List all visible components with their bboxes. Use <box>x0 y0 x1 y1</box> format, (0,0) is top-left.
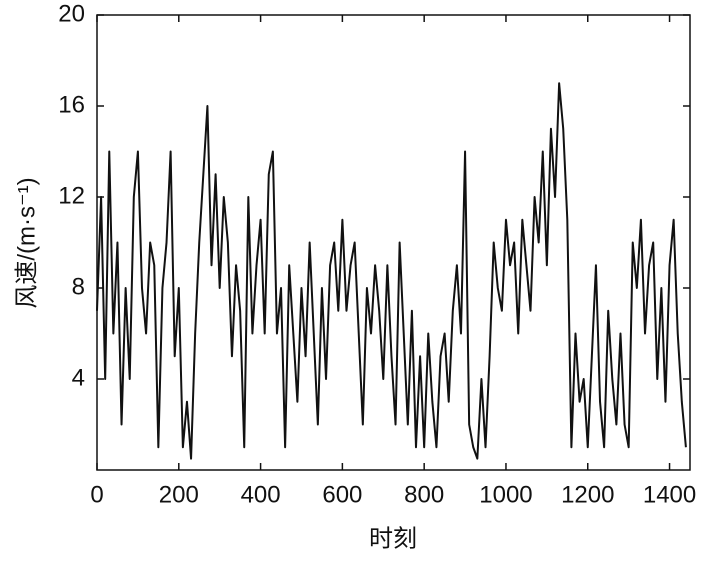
x-tick-label: 1400 <box>643 481 696 508</box>
x-axis-label: 时刻 <box>369 525 417 552</box>
y-tick-label: 16 <box>58 91 85 118</box>
x-tick-label: 1000 <box>479 481 532 508</box>
y-tick-label: 8 <box>72 273 85 300</box>
plot-frame <box>96 14 691 471</box>
x-tick-label: 200 <box>159 481 199 508</box>
y-axis-label: 风速/(m·s⁻¹) <box>13 177 40 308</box>
y-tick-label: 12 <box>58 182 85 209</box>
x-tick-label: 0 <box>90 481 103 508</box>
x-tick-label: 1200 <box>561 481 614 508</box>
x-tick-label: 600 <box>322 481 362 508</box>
y-tick-label: 4 <box>72 364 85 391</box>
y-tick-label: 20 <box>58 0 85 27</box>
data-line <box>96 82 687 460</box>
x-tick-label: 400 <box>241 481 281 508</box>
x-tick-label: 800 <box>404 481 444 508</box>
